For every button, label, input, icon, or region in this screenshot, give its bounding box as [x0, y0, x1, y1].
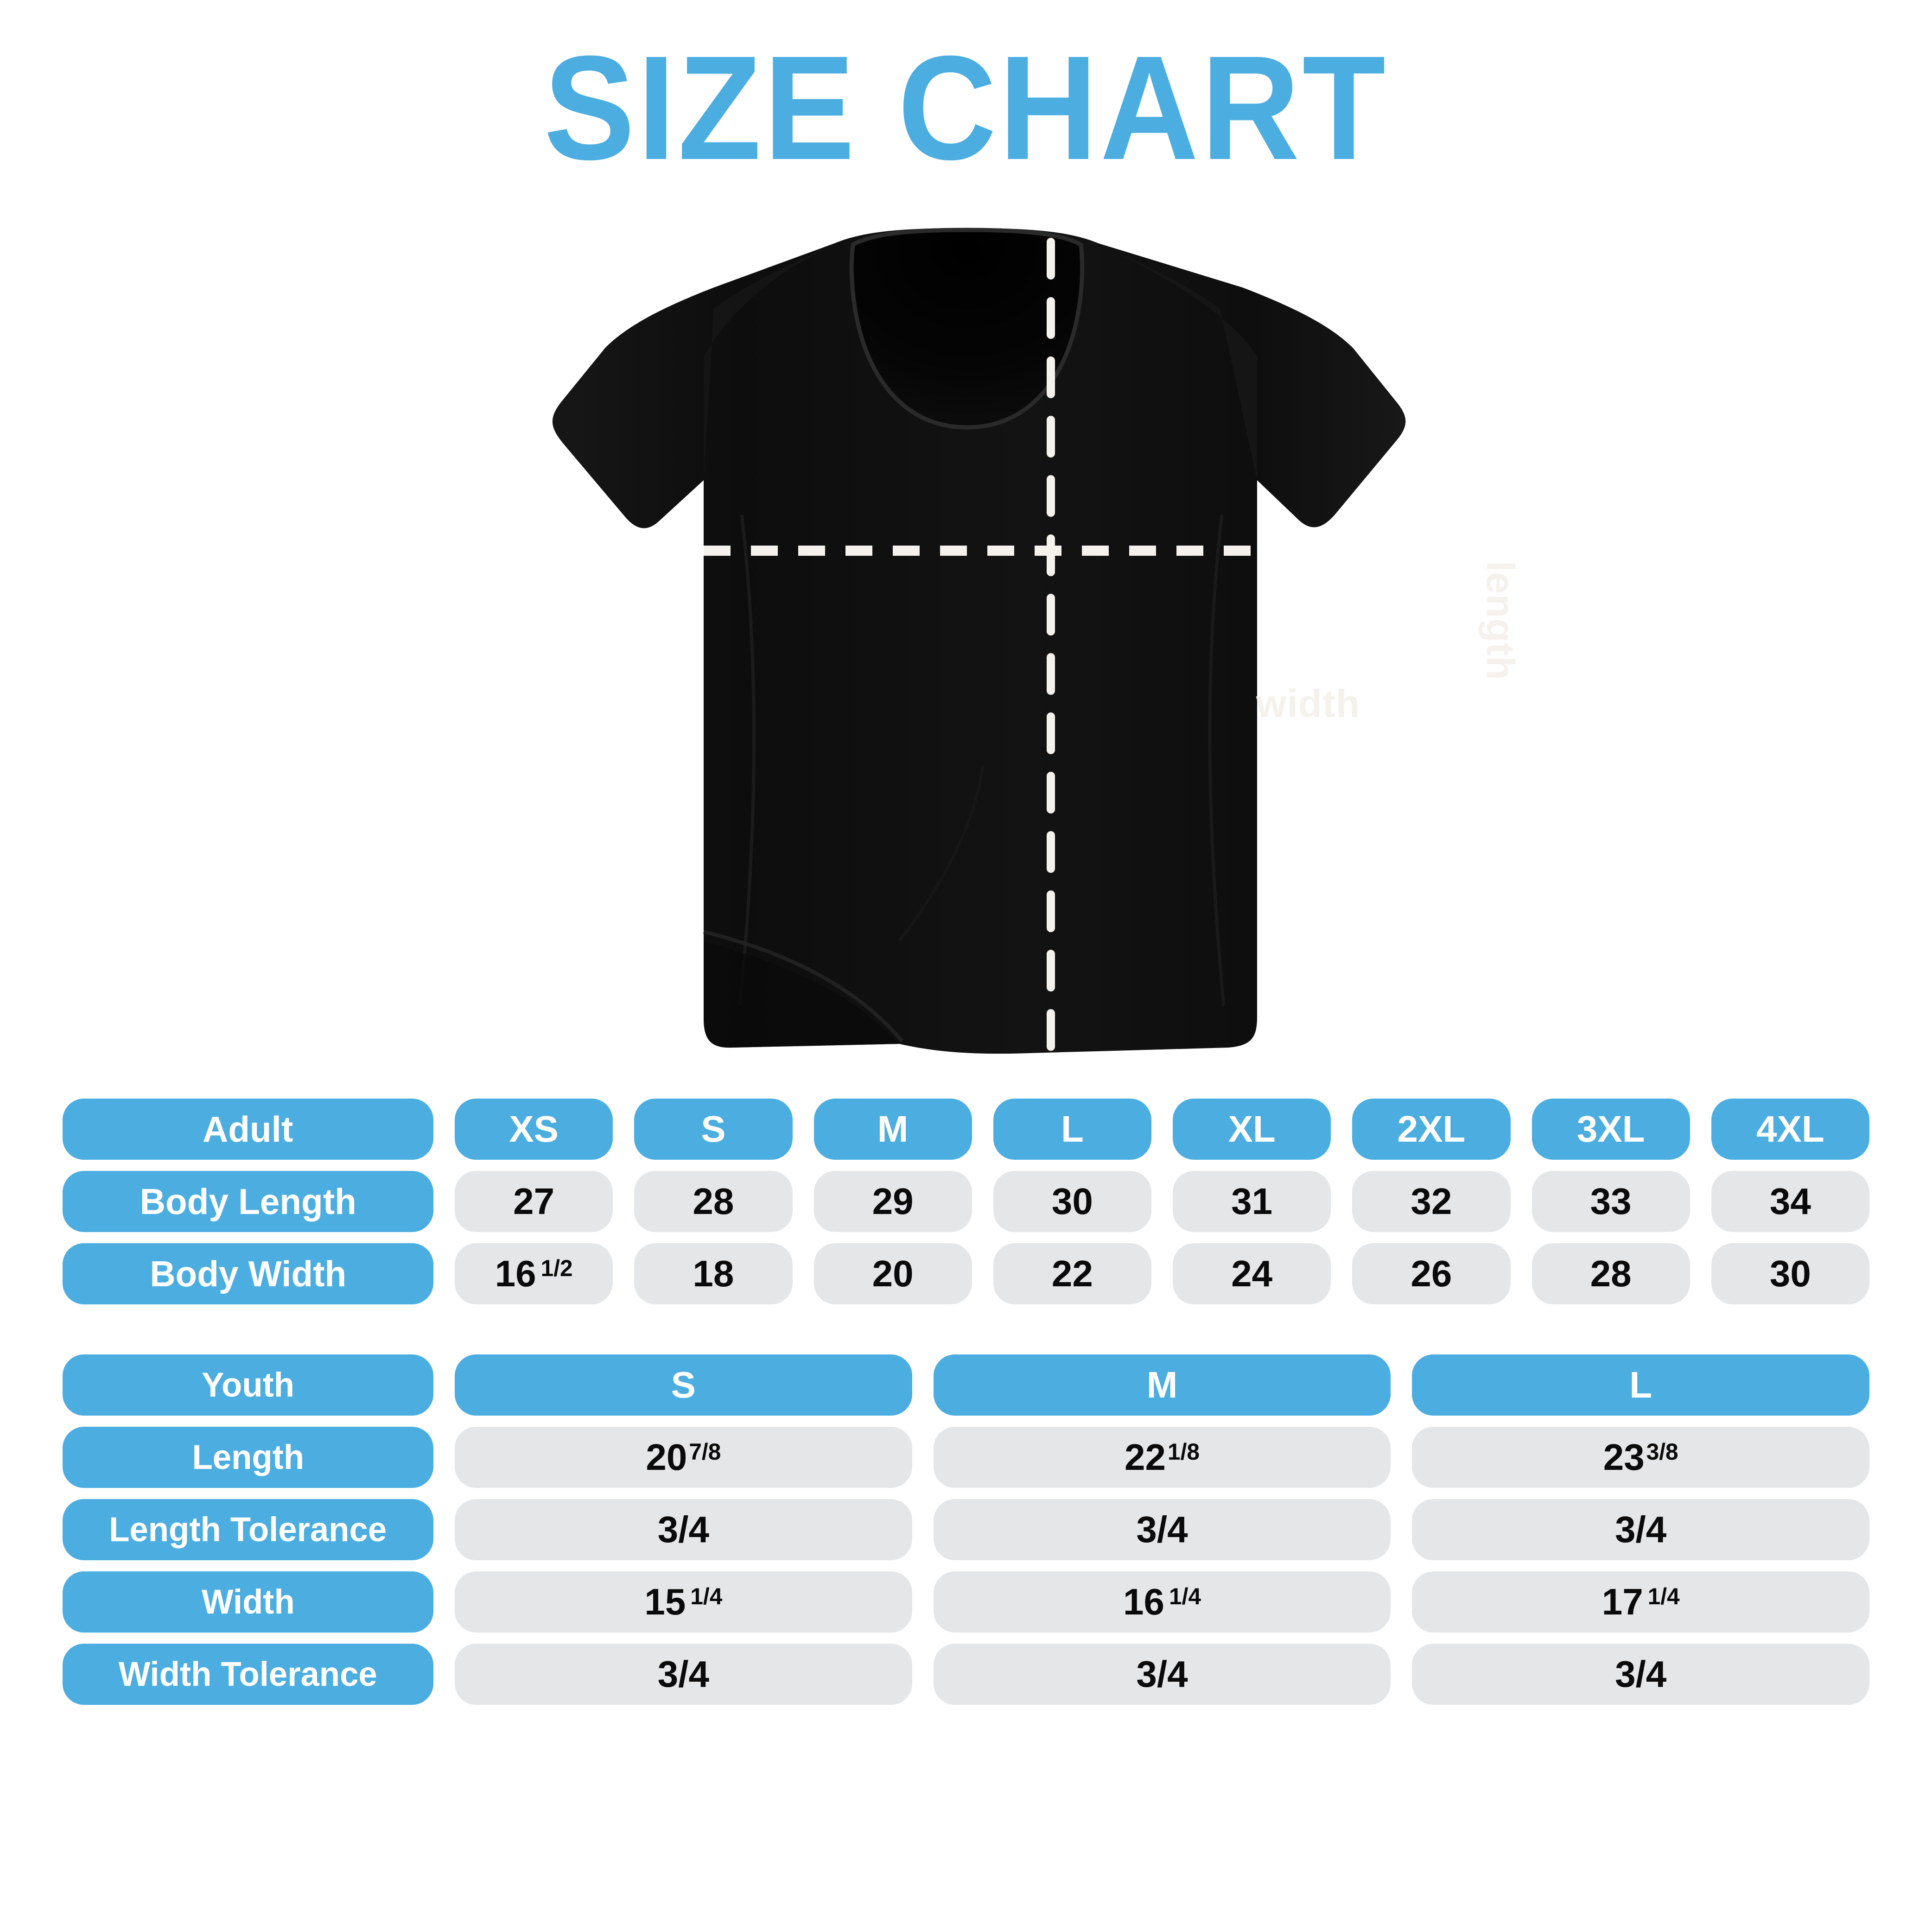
- fold-center: [898, 764, 984, 942]
- table-cell: 22: [993, 1243, 1151, 1304]
- table-cell: 30: [1711, 1243, 1869, 1304]
- youth-section-label: Youth: [63, 1354, 433, 1416]
- adult-table: Adult XS S M L XL 2XL 3XL 4XL Body Lengt…: [0, 1099, 1932, 1304]
- table-cell: 18: [634, 1243, 793, 1304]
- length-label: length: [1479, 561, 1522, 680]
- row-label-length: Length: [63, 1427, 433, 1488]
- shirt-body: [552, 228, 1406, 1054]
- table-cell: 27: [455, 1171, 613, 1232]
- table-cell: 3/4: [933, 1499, 1391, 1560]
- table-cell: 17 1/4: [1412, 1571, 1870, 1633]
- adult-col-2xl: 2XL: [1352, 1099, 1511, 1160]
- fraction: 1/2: [540, 1255, 573, 1282]
- hem-drape: [704, 941, 899, 1048]
- youth-width-row: Width 15 1/4 16 1/4 17 1/4: [0, 1571, 1932, 1633]
- fraction: 3/8: [1646, 1439, 1678, 1465]
- left-shoulder-shade: [704, 245, 834, 480]
- table-cell: 26: [1352, 1243, 1511, 1304]
- adult-body-length-row: Body Length 27 28 29 30 31 32 33 34: [0, 1171, 1932, 1232]
- row-label-body-length: Body Length: [63, 1171, 433, 1232]
- collar-rib: [849, 228, 1085, 430]
- table-cell: 20: [813, 1243, 972, 1304]
- table-cell: 29: [813, 1171, 972, 1232]
- youth-table: Youth S M L Length 20 7/8 22 1/8 23 3/8 Len…: [0, 1354, 1932, 1705]
- table-cell: 3/4: [1412, 1499, 1870, 1560]
- youth-width-tolerance-row: Width Tolerance 3/4 3/4 3/4: [0, 1644, 1932, 1705]
- fraction: 1/4: [690, 1583, 723, 1610]
- section-divider: [0, 1304, 1932, 1354]
- adult-col-4xl: 4XL: [1711, 1099, 1869, 1160]
- table-cell: 3/4: [455, 1644, 912, 1705]
- table-cell: 24: [1173, 1243, 1331, 1304]
- table-cell: 3/4: [933, 1644, 1391, 1705]
- row-label-length-tolerance: Length Tolerance: [63, 1499, 433, 1560]
- adult-col-s: S: [634, 1099, 793, 1160]
- table-cell: 30: [993, 1171, 1151, 1232]
- adult-header-row: Adult XS S M L XL 2XL 3XL 4XL: [0, 1099, 1932, 1160]
- adult-col-3xl: 3XL: [1532, 1099, 1690, 1160]
- adult-col-xs: XS: [455, 1099, 613, 1160]
- row-label-body-width: Body Width: [63, 1243, 433, 1304]
- fraction: 1/4: [1169, 1583, 1201, 1610]
- row-label-width-tolerance: Width Tolerance: [63, 1644, 433, 1705]
- hem-seam: [703, 930, 904, 1042]
- fraction: 1/8: [1168, 1439, 1200, 1465]
- collar-opening: [852, 230, 1082, 427]
- table-cell: 28: [1532, 1243, 1690, 1304]
- fraction: 1/4: [1647, 1583, 1680, 1610]
- table-cell: 32: [1352, 1171, 1511, 1232]
- table-cell: 31: [1173, 1171, 1331, 1232]
- youth-length-row: Length 20 7/8 22 1/8 23 3/8: [0, 1427, 1932, 1488]
- adult-body-width-row: Body Width 16 1/2 18 20 22 24 26 28 30: [0, 1243, 1932, 1304]
- table-cell: 3/4: [1412, 1644, 1870, 1705]
- youth-length-tolerance-row: Length Tolerance 3/4 3/4 3/4: [0, 1499, 1932, 1560]
- fold-left: [738, 514, 756, 1006]
- youth-header-row: Youth S M L: [0, 1354, 1932, 1416]
- table-cell: 33: [1532, 1171, 1690, 1232]
- fraction: 7/8: [689, 1439, 721, 1465]
- fold-right: [1208, 514, 1226, 1006]
- table-cell: 3/4: [455, 1499, 912, 1560]
- table-cell: 15 1/4: [455, 1571, 912, 1633]
- adult-col-xl: XL: [1173, 1099, 1331, 1160]
- width-label: width: [1256, 682, 1360, 725]
- table-cell: 22 1/8: [933, 1427, 1391, 1488]
- table-cell: 28: [634, 1171, 793, 1232]
- table-cell: 20 7/8: [455, 1427, 912, 1488]
- adult-section-label: Adult: [63, 1099, 433, 1160]
- measurement-tables: Adult XS S M L XL 2XL 3XL 4XL Body Lengt…: [0, 1099, 1932, 1705]
- table-cell: 23 3/8: [1412, 1427, 1870, 1488]
- table-cell: 16 1/4: [933, 1571, 1391, 1633]
- youth-col-m: M: [933, 1354, 1391, 1416]
- table-cell: 34: [1711, 1171, 1869, 1232]
- adult-col-l: L: [993, 1099, 1151, 1160]
- youth-col-s: S: [455, 1354, 912, 1416]
- row-label-width: Width: [63, 1571, 433, 1633]
- table-cell: 16 1/2: [455, 1243, 613, 1304]
- tshirt-illustration: [552, 228, 1406, 1056]
- tshirt-diagram: width length: [482, 218, 1522, 1075]
- adult-col-m: M: [813, 1099, 972, 1160]
- page-title: SIZE CHART: [544, 25, 1388, 191]
- youth-col-l: L: [1412, 1354, 1870, 1416]
